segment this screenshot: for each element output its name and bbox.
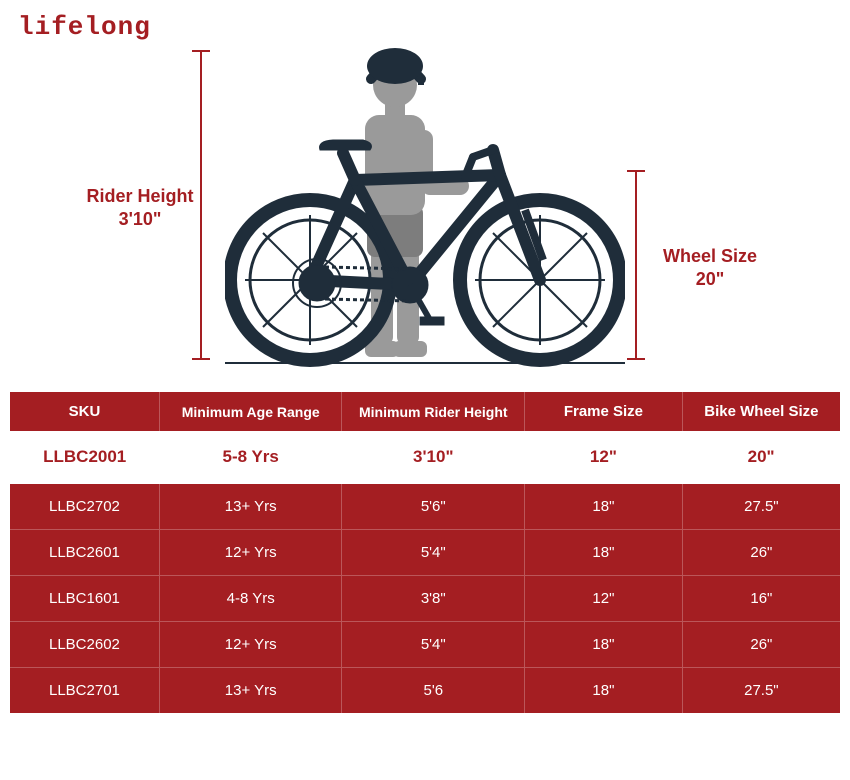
col-age: Minimum Age Range bbox=[159, 392, 342, 431]
rider-height-measure bbox=[200, 50, 202, 360]
cell: LLBC2702 bbox=[10, 484, 159, 530]
cell: 13+ Yrs bbox=[159, 668, 342, 714]
cell: 18" bbox=[525, 668, 683, 714]
cell: 18" bbox=[525, 484, 683, 530]
table-row: LLBC2701 13+ Yrs 5'6 18" 27.5" bbox=[10, 668, 840, 714]
cell: 13+ Yrs bbox=[159, 484, 342, 530]
table-row: LLBC2702 13+ Yrs 5'6" 18" 27.5" bbox=[10, 484, 840, 530]
cell: 12+ Yrs bbox=[159, 530, 342, 576]
table-body: LLBC2001 5-8 Yrs 3'10" 12" 20" LLBC2702 … bbox=[10, 431, 840, 713]
cell: 27.5" bbox=[682, 484, 840, 530]
cell: 20" bbox=[682, 431, 840, 484]
table-header-row: SKU Minimum Age Range Minimum Rider Heig… bbox=[10, 392, 840, 431]
bike-rider-illustration bbox=[225, 35, 625, 375]
col-frame: Frame Size bbox=[525, 392, 683, 431]
cell: 12+ Yrs bbox=[159, 622, 342, 668]
rider-height-value: 3'10" bbox=[119, 209, 162, 229]
cell: 12" bbox=[525, 576, 683, 622]
illustration-panel: Rider Height 3'10" Wheel Size 20" bbox=[0, 35, 850, 385]
cell: 5-8 Yrs bbox=[159, 431, 342, 484]
cell: LLBC1601 bbox=[10, 576, 159, 622]
table-row: LLBC2602 12+ Yrs 5'4" 18" 26" bbox=[10, 622, 840, 668]
table-row: LLBC1601 4-8 Yrs 3'8" 12" 16" bbox=[10, 576, 840, 622]
cell: 5'6" bbox=[342, 484, 525, 530]
table-row-highlight: LLBC2001 5-8 Yrs 3'10" 12" 20" bbox=[10, 431, 840, 484]
col-height: Minimum Rider Height bbox=[342, 392, 525, 431]
col-sku: SKU bbox=[10, 392, 159, 431]
cell: LLBC2001 bbox=[10, 431, 159, 484]
cell: 26" bbox=[682, 622, 840, 668]
cell: 5'4" bbox=[342, 622, 525, 668]
rider-height-title: Rider Height bbox=[86, 186, 193, 206]
rider-height-label: Rider Height 3'10" bbox=[85, 185, 195, 232]
wheel-size-title: Wheel Size bbox=[663, 246, 757, 266]
cell: 5'6 bbox=[342, 668, 525, 714]
cell: 26" bbox=[682, 530, 840, 576]
wheel-size-measure bbox=[635, 170, 637, 360]
cell: 4-8 Yrs bbox=[159, 576, 342, 622]
cell: LLBC2602 bbox=[10, 622, 159, 668]
cell: 18" bbox=[525, 530, 683, 576]
wheel-size-value: 20" bbox=[696, 269, 725, 289]
cell: 3'10" bbox=[342, 431, 525, 484]
cell: LLBC2701 bbox=[10, 668, 159, 714]
cell: 16" bbox=[682, 576, 840, 622]
cell: 5'4" bbox=[342, 530, 525, 576]
size-chart-table: SKU Minimum Age Range Minimum Rider Heig… bbox=[10, 392, 840, 713]
cell: 18" bbox=[525, 622, 683, 668]
cell: 12" bbox=[525, 431, 683, 484]
cell: LLBC2601 bbox=[10, 530, 159, 576]
table-row: LLBC2601 12+ Yrs 5'4" 18" 26" bbox=[10, 530, 840, 576]
cell: 27.5" bbox=[682, 668, 840, 714]
cell: 3'8" bbox=[342, 576, 525, 622]
col-wheel: Bike Wheel Size bbox=[682, 392, 840, 431]
wheel-size-label: Wheel Size 20" bbox=[655, 245, 765, 292]
